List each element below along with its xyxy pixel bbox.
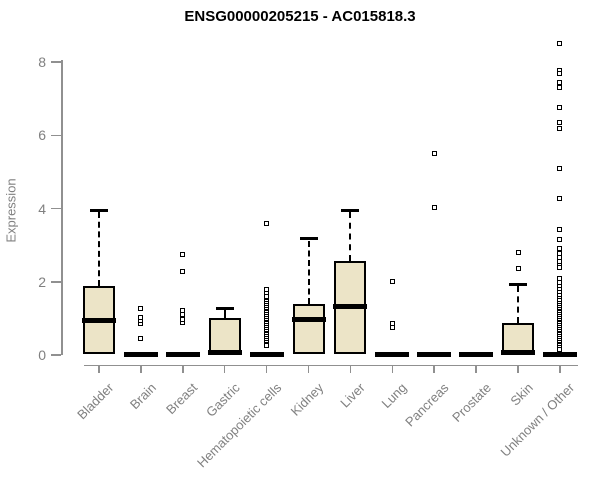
outlier-unknown-other-3 (557, 79, 563, 85)
x-axis-label-kidney: Kidney (287, 380, 327, 419)
x-axis-tick (559, 364, 561, 373)
box-gastric (208, 318, 241, 355)
outlier-pancreas-1 (431, 151, 437, 157)
whisker-cap-kidney (299, 237, 318, 241)
x-axis-line (84, 364, 578, 366)
whisker-cap-bladder (90, 208, 108, 212)
median-prostate (459, 351, 494, 357)
outlier-hematopoietic-cells-29 (264, 343, 270, 349)
whisker-skin (517, 286, 519, 323)
chart-title: ENSG00000205215 - AC015818.3 (184, 8, 416, 25)
y-axis-tick (51, 207, 61, 210)
y-tick-label: 2 (38, 273, 46, 290)
outlier-lung-1 (389, 320, 395, 326)
outlier-unknown-other-8 (557, 165, 563, 171)
y-axis-tick (51, 134, 61, 137)
outlier-unknown-other-51 (557, 347, 563, 352)
median-gastric (207, 350, 242, 356)
outlier-breast-1 (180, 316, 186, 322)
median-pancreas (417, 351, 452, 357)
outlier-breast-5 (180, 251, 186, 257)
y-axis-tick (51, 61, 61, 63)
outlier-unknown-other-4 (557, 84, 563, 90)
x-axis-label-gastric: Gastric (202, 380, 243, 420)
whisker-gastric (223, 310, 226, 319)
x-axis-tick (475, 364, 477, 373)
x-axis-label-brain: Brain (126, 380, 159, 413)
y-axis-tick (51, 354, 61, 356)
y-tick-label: 6 (38, 127, 46, 144)
x-axis-label-bladder: Bladder (74, 380, 117, 423)
outlier-unknown-other-18 (557, 275, 563, 281)
x-axis-label-pancreas: Pancreas (402, 380, 452, 430)
median-kidney (291, 316, 326, 322)
whisker-liver (349, 212, 352, 261)
median-brain (123, 351, 158, 357)
x-axis-tick (307, 364, 310, 373)
outlier-skin-1 (515, 250, 521, 256)
outlier-unknown-other-0 (557, 41, 563, 47)
x-axis-tick (140, 364, 142, 373)
median-hematopoietic-cells (249, 351, 284, 357)
outlier-hematopoietic-cells-0 (264, 220, 270, 226)
y-tick-label: 8 (38, 54, 46, 71)
box-kidney (292, 303, 325, 354)
outlier-brain-4 (138, 305, 144, 311)
x-axis-tick (182, 364, 184, 373)
x-axis-tick (391, 364, 394, 373)
outlier-unknown-other-17 (557, 265, 563, 271)
x-axis-tick (98, 364, 100, 373)
whisker-cap-gastric (215, 306, 234, 310)
outlier-skin-0 (515, 266, 521, 272)
outlier-unknown-other-9 (557, 196, 563, 202)
x-axis-tick (265, 364, 268, 373)
whisker-cap-liver (341, 208, 360, 212)
x-axis-label-prostate: Prostate (448, 380, 494, 425)
x-axis-label-liver: Liver (337, 380, 369, 411)
whisker-cap-skin (509, 282, 527, 286)
outlier-breast-3 (180, 307, 186, 313)
y-tick-label: 0 (38, 347, 46, 363)
median-bladder (82, 318, 116, 324)
outlier-lung-2 (389, 278, 395, 284)
outlier-brain-3 (138, 314, 144, 320)
outlier-unknown-other-6 (557, 120, 563, 126)
outlier-unknown-other-7 (557, 125, 563, 131)
x-axis-tick (349, 364, 352, 373)
median-breast (165, 351, 200, 357)
whisker-kidney (307, 240, 310, 304)
x-axis-tick (223, 364, 226, 373)
outlier-pancreas-0 (431, 205, 437, 211)
outlier-breast-2 (180, 312, 186, 318)
outlier-unknown-other-2 (557, 70, 563, 76)
x-axis-tick (433, 364, 435, 373)
median-lung (375, 351, 410, 357)
outlier-lung-0 (389, 325, 395, 331)
x-axis-label-unknown-other: Unknown / Other (497, 380, 578, 460)
outlier-unknown-other-10 (557, 226, 563, 232)
median-skin (501, 350, 535, 356)
outlier-unknown-other-11 (557, 236, 563, 242)
y-tick-label: 4 (38, 200, 46, 217)
median-liver (333, 304, 368, 310)
outlier-brain-0 (138, 335, 144, 341)
whisker-bladder (98, 212, 100, 287)
outlier-unknown-other-5 (557, 105, 563, 111)
outlier-breast-4 (180, 269, 186, 275)
x-axis-label-lung: Lung (378, 380, 410, 412)
x-axis-label-skin: Skin (507, 380, 536, 409)
y-axis-line (61, 60, 63, 355)
x-axis-tick (517, 364, 519, 373)
y-axis-tick (51, 281, 61, 283)
x-axis-label-breast: Breast (163, 380, 201, 418)
median-unknown-other (542, 351, 577, 357)
